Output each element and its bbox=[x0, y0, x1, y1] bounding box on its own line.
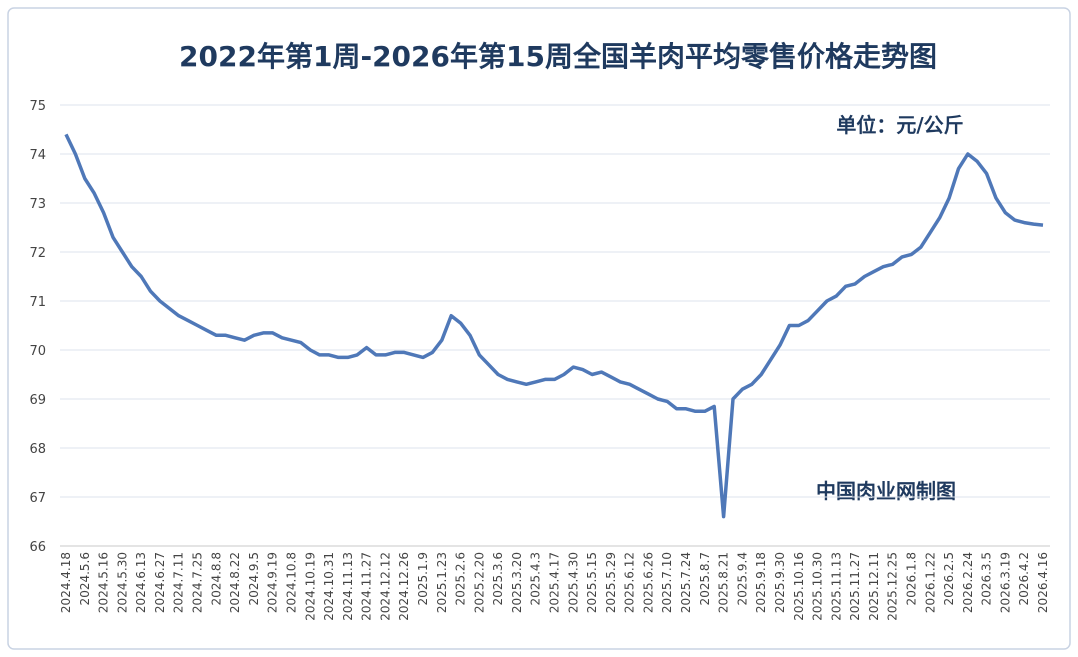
x-tick-label: 2025.6.12 bbox=[623, 552, 637, 613]
x-tick-label: 2024.10.8 bbox=[284, 552, 298, 613]
x-tick-label: 2024.5.16 bbox=[97, 552, 111, 613]
x-tick-label: 2024.10.31 bbox=[322, 552, 336, 621]
y-tick-label: 66 bbox=[29, 540, 46, 555]
x-tick-label: 2025.10.16 bbox=[792, 552, 806, 621]
chart-frame bbox=[7, 7, 1071, 650]
x-tick-label: 2025.11.27 bbox=[848, 552, 862, 621]
unit-note: 单位：元/公斤 bbox=[836, 113, 963, 137]
x-tick-label: 2024.7.11 bbox=[172, 552, 186, 613]
price-line bbox=[64, 133, 1044, 519]
x-tick-label: 2025.5.29 bbox=[604, 552, 618, 613]
y-tick-label: 74 bbox=[29, 148, 46, 163]
x-tick-label: 2025.11.13 bbox=[829, 552, 843, 621]
x-tick-label: 2025.6.26 bbox=[641, 552, 655, 613]
x-tick-label: 2025.9.18 bbox=[754, 552, 768, 613]
x-tick-label: 2025.7.24 bbox=[679, 552, 693, 613]
x-tick-label: 2024.12.12 bbox=[378, 552, 392, 621]
x-tick-label: 2025.12.11 bbox=[867, 552, 881, 621]
x-tick-label: 2026.2.5 bbox=[942, 552, 956, 605]
x-tick-label: 2024.8.22 bbox=[228, 552, 242, 613]
x-tick-label: 2024.8.8 bbox=[209, 552, 223, 605]
x-tick-label: 2025.5.15 bbox=[585, 552, 599, 613]
x-tick-label: 2024.7.25 bbox=[191, 552, 205, 613]
y-tick-label: 73 bbox=[29, 197, 46, 212]
x-tick-label: 2025.1.23 bbox=[435, 552, 449, 613]
x-tick-label: 2025.8.21 bbox=[717, 552, 731, 613]
x-tick-label: 2024.11.13 bbox=[341, 552, 355, 621]
x-tick-label: 2026.3.5 bbox=[980, 552, 994, 605]
x-tick-label: 2024.6.13 bbox=[134, 552, 148, 613]
x-tick-label: 2024.5.6 bbox=[78, 552, 92, 605]
y-tick-label: 71 bbox=[29, 295, 46, 310]
x-tick-label: 2026.2.24 bbox=[961, 552, 975, 613]
x-tick-label: 2025.3.20 bbox=[510, 552, 524, 613]
x-tick-label: 2025.1.9 bbox=[416, 552, 430, 605]
y-tick-label: 67 bbox=[29, 491, 46, 506]
y-tick-label: 72 bbox=[29, 246, 46, 261]
chart-title: 2022年第1周-2026年第15周全国羊肉平均零售价格走势图 bbox=[179, 40, 937, 73]
x-tick-label: 2024.11.27 bbox=[360, 552, 374, 621]
x-tick-label: 2025.7.10 bbox=[660, 552, 674, 613]
x-tick-label: 2026.1.8 bbox=[904, 552, 918, 605]
source-note: 中国肉业网制图 bbox=[816, 479, 956, 503]
x-tick-label: 2025.4.3 bbox=[529, 552, 543, 605]
x-tick-label: 2024.12.26 bbox=[397, 552, 411, 621]
x-tick-label: 2024.10.19 bbox=[303, 552, 317, 621]
x-tick-label: 2025.10.30 bbox=[811, 552, 825, 621]
x-tick-label: 2025.12.25 bbox=[886, 552, 900, 621]
x-tick-label: 2026.4.2 bbox=[1017, 552, 1031, 605]
x-tick-label: 2025.9.30 bbox=[773, 552, 787, 613]
y-tick-label: 68 bbox=[29, 442, 46, 457]
x-tick-label: 2025.9.4 bbox=[735, 552, 749, 605]
x-tick-label: 2024.9.5 bbox=[247, 552, 261, 605]
x-tick-label: 2026.3.19 bbox=[998, 552, 1012, 613]
x-tick-label: 2025.2.20 bbox=[472, 552, 486, 613]
x-tick-label: 2025.8.7 bbox=[698, 552, 712, 605]
y-tick-label: 70 bbox=[29, 344, 46, 359]
x-tick-label: 2024.5.30 bbox=[115, 552, 129, 613]
y-tick-label: 75 bbox=[29, 99, 46, 114]
x-tick-label: 2024.6.27 bbox=[153, 552, 167, 613]
x-tick-label: 2025.2.6 bbox=[454, 552, 468, 605]
x-tick-label: 2026.4.16 bbox=[1036, 552, 1050, 613]
x-tick-label: 2024.4.18 bbox=[59, 552, 73, 613]
x-tick-label: 2025.4.17 bbox=[548, 552, 562, 613]
x-tick-label: 2026.1.22 bbox=[923, 552, 937, 613]
y-tick-label: 69 bbox=[29, 393, 46, 408]
x-tick-label: 2025.3.6 bbox=[491, 552, 505, 605]
x-tick-label: 2024.9.19 bbox=[266, 552, 280, 613]
x-tick-label: 2025.4.30 bbox=[566, 552, 580, 613]
